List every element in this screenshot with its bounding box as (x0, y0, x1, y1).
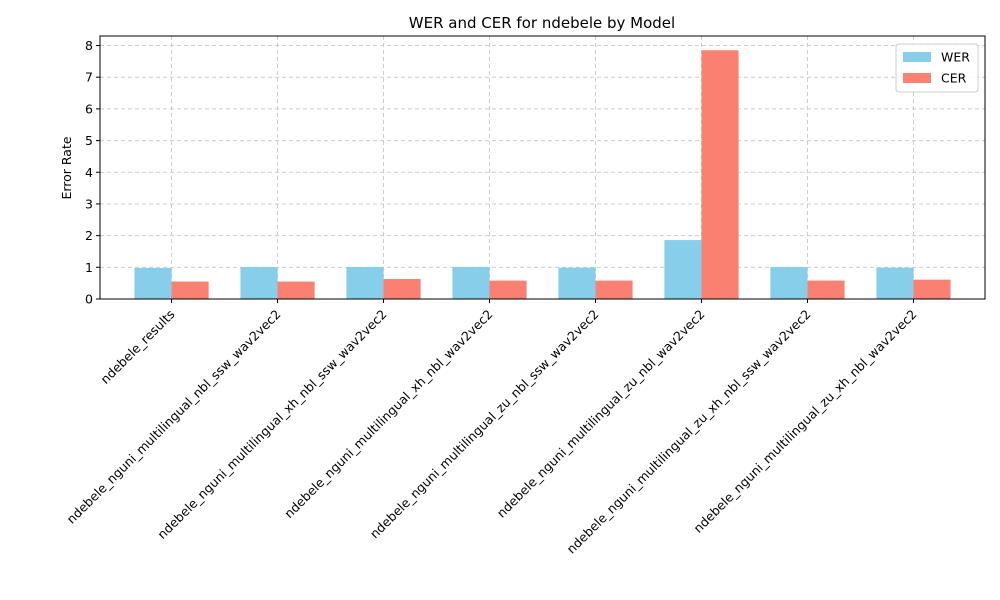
x-tick-label: ndebele_results (97, 307, 177, 387)
x-tick-label: ndebele_nguni_multilingual_zu_xh_nbl_ssw… (564, 307, 814, 557)
wer-bar (240, 266, 278, 299)
grid-lines (100, 36, 985, 300)
y-tick-label: 7 (85, 70, 93, 85)
legend: WER CER (895, 43, 979, 93)
wer-bar (558, 267, 596, 299)
cer-bar (913, 279, 951, 299)
y-axis-label: Error Rate (59, 136, 74, 199)
y-tick-label: 6 (85, 101, 93, 116)
cer-bar (489, 280, 527, 299)
y-tick-label: 5 (85, 133, 93, 148)
y-tick-label: 2 (85, 228, 93, 243)
y-tick-label: 4 (85, 165, 93, 180)
legend-label: CER (941, 71, 967, 86)
cer-bar (701, 50, 739, 300)
wer-bar (876, 267, 914, 299)
y-tick-label: 3 (85, 196, 93, 211)
bars (134, 50, 951, 300)
y-tick-label: 0 (85, 292, 93, 307)
wer-bar (452, 266, 490, 299)
x-tick-label: ndebele_nguni_multilingual_xh_nbl_ssw_wa… (154, 307, 389, 542)
cer-bar (595, 280, 633, 299)
chart-title: WER and CER for ndebele by Model (409, 14, 675, 32)
x-tick-label: ndebele_nguni_multilingual_zu_nbl_ssw_wa… (367, 307, 602, 542)
cer-bar (807, 280, 845, 299)
wer-bar (346, 266, 384, 299)
legend-swatch (903, 73, 931, 83)
wer-bar (770, 266, 808, 299)
x-tick-label: ndebele_nguni_multilingual_nbl_ssw_wav2v… (64, 307, 284, 527)
legend-swatch (903, 52, 931, 62)
y-tick-label: 1 (85, 260, 93, 275)
x-tick-label: ndebele_nguni_multilingual_xh_nbl_wav2ve… (281, 307, 496, 522)
cer-bar (171, 281, 209, 299)
x-tick-label: ndebele_nguni_multilingual_zu_xh_nbl_wav… (690, 307, 919, 536)
y-tick-label: 8 (85, 38, 93, 53)
wer-bar (134, 267, 172, 299)
plot-frame (99, 35, 986, 300)
wer-bar (664, 240, 702, 299)
x-tick-label: ndebele_nguni_multilingual_zu_nbl_wav2ve… (494, 307, 708, 521)
legend-label: WER (941, 50, 970, 65)
cer-bar (383, 279, 421, 299)
cer-bar (277, 281, 315, 299)
y-axis: 0 1 2 3 4 5 6 7 8 (85, 38, 100, 307)
x-axis: ndebele_resultsndebele_nguni_multilingua… (64, 299, 920, 557)
